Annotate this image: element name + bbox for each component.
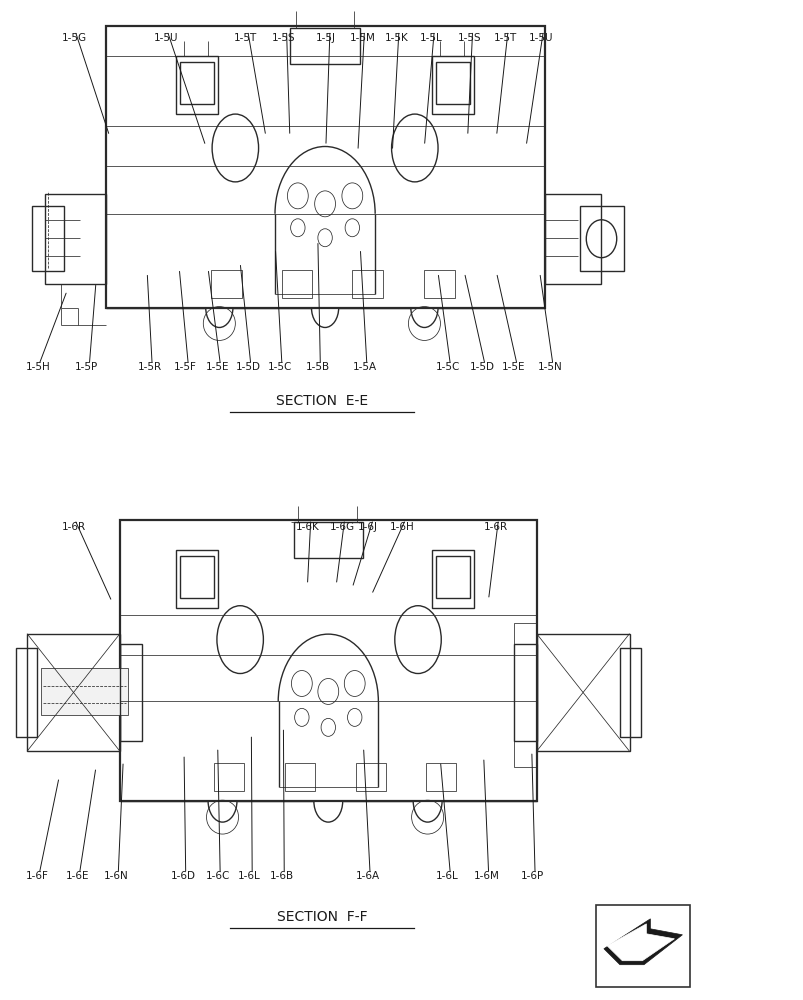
Bar: [120, 644, 142, 741]
Text: 1-6C: 1-6C: [206, 871, 230, 881]
Bar: [120, 520, 536, 801]
Bar: [289, 28, 360, 64]
Text: 1-5J: 1-5J: [315, 33, 335, 43]
Text: SECTION  E-E: SECTION E-E: [275, 394, 368, 408]
Text: 1-5F: 1-5F: [173, 362, 196, 372]
Text: 1-6R: 1-6R: [61, 522, 85, 532]
Text: 1-5K: 1-5K: [384, 33, 408, 43]
Bar: [619, 648, 640, 737]
Text: 1-5U: 1-5U: [153, 33, 178, 43]
Bar: [432, 550, 474, 608]
Text: 1-6N: 1-6N: [104, 871, 128, 881]
Bar: [32, 206, 63, 271]
Text: 1-6D: 1-6D: [171, 871, 196, 881]
Text: SECTION  F-F: SECTION F-F: [276, 910, 367, 924]
Bar: [514, 623, 536, 767]
Bar: [285, 763, 315, 791]
Text: 1-5L: 1-5L: [419, 33, 442, 43]
Text: 1-5H: 1-5H: [26, 362, 50, 372]
Polygon shape: [606, 924, 674, 961]
Bar: [424, 270, 454, 298]
Text: 1-5P: 1-5P: [75, 362, 98, 372]
Bar: [579, 206, 623, 271]
Text: 1-5B: 1-5B: [305, 362, 329, 372]
Bar: [176, 56, 218, 114]
Text: 1-5D: 1-5D: [236, 362, 261, 372]
Bar: [293, 522, 362, 558]
Text: 1-5E: 1-5E: [502, 362, 525, 372]
Text: 1-6J: 1-6J: [357, 522, 377, 532]
Bar: [105, 26, 544, 308]
Polygon shape: [603, 919, 682, 965]
Text: 1-6A: 1-6A: [355, 871, 379, 881]
Text: 1-5R: 1-5R: [137, 362, 161, 372]
Text: 1-6K: 1-6K: [296, 522, 320, 532]
Bar: [42, 668, 128, 715]
Text: 1-5T: 1-5T: [234, 33, 257, 43]
Bar: [214, 763, 244, 791]
Bar: [595, 905, 690, 987]
Bar: [352, 270, 382, 298]
Text: 1-6F: 1-6F: [26, 871, 48, 881]
Text: 1-6L: 1-6L: [435, 871, 458, 881]
Text: 1-6P: 1-6P: [520, 871, 543, 881]
Text: 1-5M: 1-5M: [349, 33, 375, 43]
Text: 1-6R: 1-6R: [483, 522, 507, 532]
Bar: [211, 270, 242, 298]
Bar: [180, 556, 214, 598]
Bar: [27, 634, 120, 751]
Bar: [432, 56, 474, 114]
Text: 1-6H: 1-6H: [389, 522, 414, 532]
Text: 1-5D: 1-5D: [470, 362, 495, 372]
Bar: [436, 62, 470, 104]
Text: 1-5E: 1-5E: [206, 362, 229, 372]
Text: 1-5T: 1-5T: [493, 33, 516, 43]
Text: 1-5S: 1-5S: [272, 33, 296, 43]
Text: 1-5C: 1-5C: [435, 362, 459, 372]
Bar: [536, 634, 629, 751]
Text: 1-5N: 1-5N: [537, 362, 562, 372]
Bar: [355, 763, 385, 791]
Text: 1-5C: 1-5C: [267, 362, 291, 372]
Text: 1-6L: 1-6L: [238, 871, 260, 881]
Bar: [514, 644, 536, 741]
Text: 1-6B: 1-6B: [270, 871, 294, 881]
Bar: [436, 556, 470, 598]
Bar: [282, 270, 312, 298]
Bar: [46, 194, 105, 284]
Text: 1-5S: 1-5S: [458, 33, 481, 43]
Text: 1-5A: 1-5A: [352, 362, 376, 372]
Bar: [176, 550, 218, 608]
Bar: [544, 194, 600, 284]
Bar: [16, 648, 37, 737]
Bar: [426, 763, 456, 791]
Text: 1-6E: 1-6E: [65, 871, 89, 881]
Text: 1-6G: 1-6G: [329, 522, 355, 532]
Text: 1-5U: 1-5U: [528, 33, 552, 43]
Bar: [180, 62, 214, 104]
Text: 1-6M: 1-6M: [474, 871, 499, 881]
Text: 1-5G: 1-5G: [61, 33, 87, 43]
